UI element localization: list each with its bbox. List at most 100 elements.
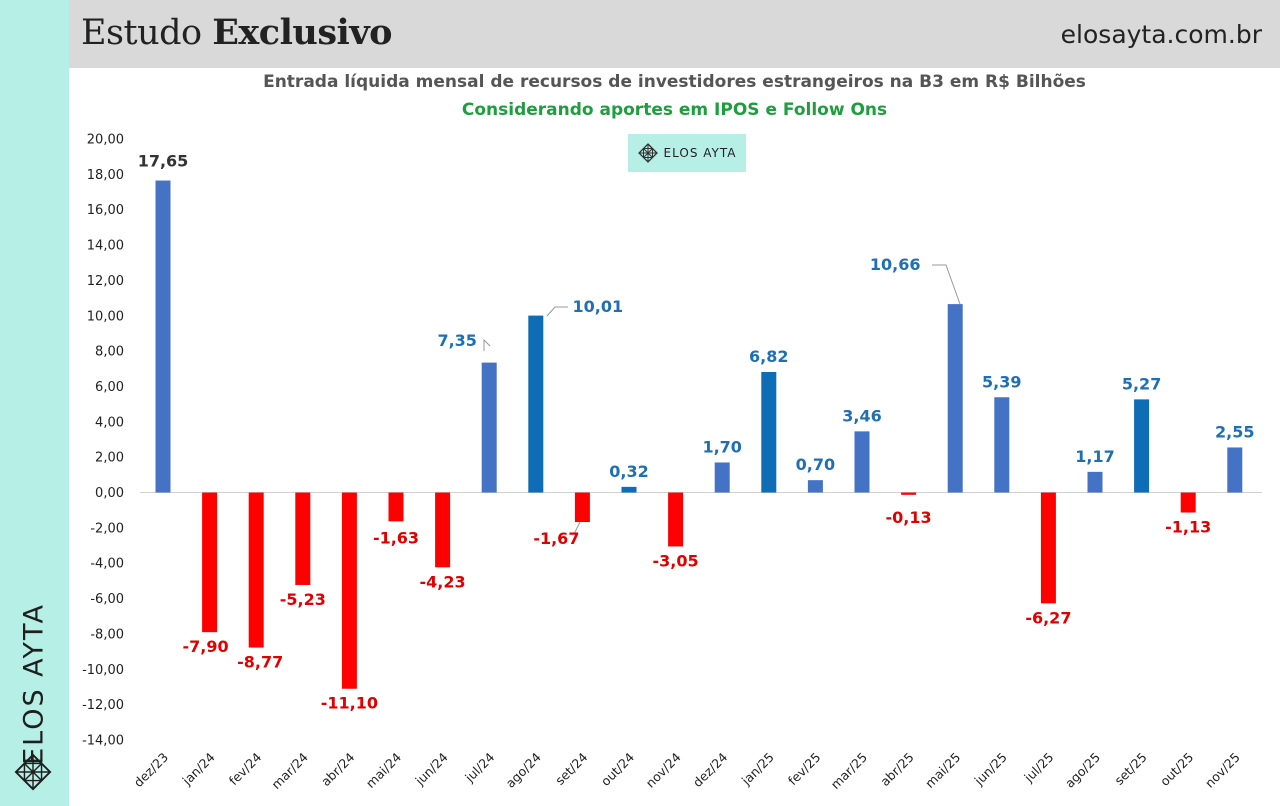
x-tick-label: mar/24 (268, 749, 311, 792)
header-title: Estudo Exclusivo (81, 12, 393, 53)
bar (388, 492, 404, 522)
data-label: -1,13 (1165, 518, 1211, 537)
x-tick-label: fev/24 (226, 749, 265, 788)
bar (947, 304, 963, 493)
bar (295, 492, 311, 585)
data-label: -3,05 (653, 551, 699, 570)
y-tick-label: 14,00 (87, 239, 124, 254)
x-tick-label: ago/25 (1062, 750, 1103, 791)
y-tick-label: -8,00 (90, 627, 124, 642)
x-tick-label: jul/25 (1020, 750, 1056, 786)
data-label: -5,23 (280, 590, 326, 609)
data-label: -4,23 (420, 572, 466, 591)
y-tick-label: 6,00 (95, 380, 124, 395)
data-label: -7,90 (183, 637, 229, 656)
header-site-url: elosayta.com.br (1060, 20, 1262, 49)
chart-title: Entrada líquida mensal de recursos de in… (263, 72, 1086, 92)
y-tick-label: -14,00 (82, 734, 124, 749)
leader-line (570, 521, 581, 535)
bar (435, 492, 451, 568)
x-tick-label: ago/24 (503, 749, 544, 790)
bar (901, 492, 917, 495)
y-tick-label: 8,00 (95, 345, 124, 360)
data-label: 5,27 (1122, 374, 1161, 393)
bar (621, 486, 637, 493)
data-label: 7,35 (437, 331, 476, 350)
leader-line (546, 306, 568, 317)
y-tick-label: 0,00 (95, 486, 124, 501)
data-label: 1,17 (1075, 447, 1114, 466)
x-tick-label: jul/24 (461, 749, 497, 785)
bar (1180, 492, 1196, 513)
sidebar: ELOS AYTA (0, 0, 69, 806)
x-tick-label: fev/25 (785, 750, 824, 789)
data-label: -11,10 (321, 694, 378, 713)
data-label: 2,55 (1215, 422, 1254, 441)
data-label: -1,67 (533, 529, 579, 548)
x-tick-label: jun/24 (412, 749, 451, 788)
x-tick-label: out/24 (598, 749, 637, 788)
bar (1087, 471, 1103, 493)
data-label: -1,63 (373, 528, 419, 547)
bar (1227, 447, 1243, 493)
data-label: 0,70 (796, 455, 835, 474)
x-tick-label: dez/23 (131, 750, 172, 791)
header-bar: Estudo Exclusivo elosayta.com.br (69, 0, 1280, 68)
x-tick-label: abr/25 (877, 750, 916, 789)
bar (155, 180, 171, 493)
y-tick-label: 2,00 (95, 451, 124, 466)
data-label: 6,82 (749, 347, 788, 366)
x-tick-label: abr/24 (318, 749, 358, 789)
data-label: 0,32 (609, 462, 648, 481)
bar (528, 315, 544, 493)
bar (481, 362, 497, 493)
x-tick-label: out/25 (1157, 750, 1196, 789)
bar (1134, 399, 1150, 493)
bar (574, 492, 590, 523)
bar (761, 371, 777, 493)
x-tick-label: set/24 (552, 749, 590, 787)
bar (994, 397, 1010, 493)
bar (714, 462, 730, 493)
data-label: 17,65 (138, 152, 189, 171)
x-tick-label: jan/24 (179, 749, 218, 788)
y-tick-label: -12,00 (82, 698, 124, 713)
bar (854, 431, 870, 493)
x-tick-label: set/25 (1111, 750, 1149, 788)
diamond-lattice-icon (637, 143, 658, 163)
watermark-logo: ELOS AYTA (628, 134, 746, 172)
data-label: -6,27 (1025, 608, 1071, 627)
bar (202, 492, 218, 633)
x-tick-label: mar/25 (828, 750, 870, 792)
x-tick-label: dez/24 (690, 749, 731, 790)
x-tick-label: jun/25 (971, 750, 1010, 789)
x-tick-label: jan/25 (738, 750, 777, 789)
y-tick-label: 4,00 (95, 415, 124, 430)
y-tick-label: 18,00 (87, 168, 124, 183)
diamond-lattice-icon (14, 753, 52, 791)
y-tick-label: -10,00 (82, 663, 124, 678)
leader-line (483, 338, 491, 351)
data-label: 10,66 (870, 255, 921, 274)
data-label: -0,13 (886, 508, 932, 527)
data-label: 1,70 (702, 437, 741, 456)
data-label: 3,46 (842, 406, 881, 425)
y-tick-label: 10,00 (87, 309, 124, 324)
watermark-text: ELOS AYTA (663, 146, 737, 160)
y-tick-label: 16,00 (87, 203, 124, 218)
data-label: 5,39 (982, 372, 1021, 391)
bar (668, 492, 684, 547)
y-tick-label: 12,00 (87, 274, 124, 289)
bar (1040, 492, 1056, 604)
bar (807, 480, 823, 493)
y-tick-label: -4,00 (90, 557, 124, 572)
leader-line (932, 264, 961, 305)
bar (341, 492, 357, 689)
y-tick-label: 20,00 (87, 133, 124, 148)
data-label: 10,01 (572, 297, 623, 316)
x-tick-label: nov/24 (643, 749, 684, 790)
data-label: -8,77 (237, 653, 283, 672)
y-tick-label: -2,00 (90, 521, 124, 536)
x-tick-label: nov/25 (1202, 750, 1243, 791)
